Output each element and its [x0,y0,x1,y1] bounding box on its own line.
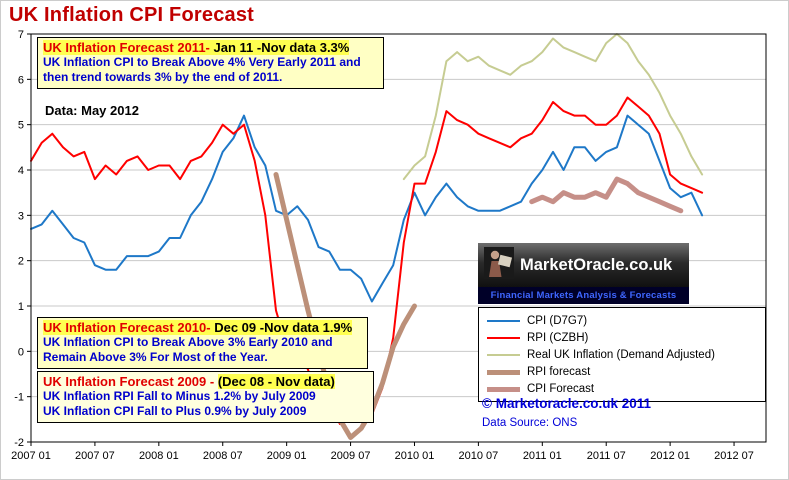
series-line-0 [30,114,704,303]
legend-label: CPI (D7G7) [527,315,588,327]
y-tick-label: 4 [18,165,24,177]
legend-label: CPI Forecast [527,383,595,395]
y-tick-label: 6 [18,74,24,86]
marketoracle-logo-icon [484,246,514,284]
forecast-2011-body: UK Inflation CPI to Break Above 4% Very … [43,55,361,84]
y-tick-label: 5 [18,120,24,132]
copyright-text: © Marketoracle.co.uk 2011 [482,396,652,411]
legend-swatch [487,369,520,375]
forecast-2011-heading-black: Jan 11 -Nov data 3.3% [209,40,350,55]
y-tick-label: -1 [14,392,24,404]
y-tick-label: 3 [18,210,24,222]
legend-swatch [487,386,520,392]
data-note: Data: May 2012 [45,103,139,118]
forecast-2011-box: UK Inflation Forecast 2011- Jan 11 -Nov … [37,37,384,89]
x-tick-label: 2011 07 [587,450,626,462]
series-line-4 [529,176,684,214]
x-tick-label: 2008 07 [203,450,243,462]
legend-item: CPI (D7G7) [487,314,757,328]
series-line-2 [402,33,704,181]
forecast-2010-heading-black: Dec 09 -Nov data 1.9% [210,320,353,335]
legend-label: Real UK Inflation (Demand Adjusted) [527,349,715,361]
y-tick-label: 2 [18,256,24,268]
x-tick-label: 2007 07 [75,450,115,462]
forecast-2011-heading-red: UK Inflation Forecast 2011- [43,40,210,55]
forecast-2011-heading: UK Inflation Forecast 2011- Jan 11 -Nov … [43,40,378,55]
forecast-2009-body-line1: UK Inflation RPI Fall to Minus 1.2% by J… [43,389,316,403]
forecast-2009-heading-black: (Dec 08 - Nov data) [217,374,335,389]
x-tick-label: 2012 01 [650,450,690,462]
y-tick-label: 0 [18,346,24,358]
forecast-2009-box: UK Inflation Forecast 2009 - (Dec 08 - N… [37,371,374,423]
y-tick-label: -2 [14,437,24,449]
series-line-3 [273,172,417,440]
forecast-2009-heading-red: UK Inflation Forecast 2009 - [43,374,218,389]
page-title: UK Inflation CPI Forecast [9,4,255,26]
legend-item: RPI forecast [487,365,757,379]
legend-item: RPI (CZBH) [487,331,757,345]
x-tick-label: 2011 01 [523,450,562,462]
forecast-2010-box: UK Inflation Forecast 2010- Dec 09 -Nov … [37,317,368,369]
data-source-text: Data Source: ONS [482,417,578,429]
x-tick-label: 2012 07 [714,450,754,462]
legend: CPI (D7G7) RPI (CZBH) Real UK Inflation (D… [478,307,766,402]
plot-border [30,33,767,443]
x-tick-label: 2008 01 [139,450,179,462]
legend-item: Real UK Inflation (Demand Adjusted) [487,348,757,362]
x-tick-label: 2009 01 [267,450,307,462]
legend-label: RPI forecast [527,366,591,378]
y-tick-label: 7 [18,29,24,41]
legend-swatch [487,354,520,356]
x-tick-label: 2009 07 [331,450,371,462]
marketoracle-logo-banner: MarketOracle.co.uk [478,243,689,287]
legend-swatch [487,337,520,339]
x-tick-label: 2007 01 [11,450,51,462]
forecast-2009-body-line2: UK Inflation CPI Fall to Plus 0.9% by Ju… [43,403,307,418]
legend-label: RPI (CZBH) [527,332,589,344]
marketoracle-logo-tagline: Financial Markets Analysis & Forecasts [478,287,689,304]
legend-item: CPI Forecast [487,382,757,396]
forecast-2010-heading: UK Inflation Forecast 2010- Dec 09 -Nov … [43,320,362,335]
forecast-2009-heading: UK Inflation Forecast 2009 - (Dec 08 - N… [43,374,368,389]
forecast-2010-heading-red: UK Inflation Forecast 2010- [43,320,211,335]
forecast-2010-body: UK Inflation CPI to Break Above 3% Early… [43,335,333,364]
legend-swatch [487,320,520,322]
x-tick-label: 2010 07 [459,450,499,462]
x-tick-label: 2010 01 [395,450,435,462]
marketoracle-logo-text: MarketOracle.co.uk [520,255,673,274]
y-tick-label: 1 [18,301,24,313]
marketoracle-logo: MarketOracle.co.uk Financial Markets Ana… [478,243,689,304]
